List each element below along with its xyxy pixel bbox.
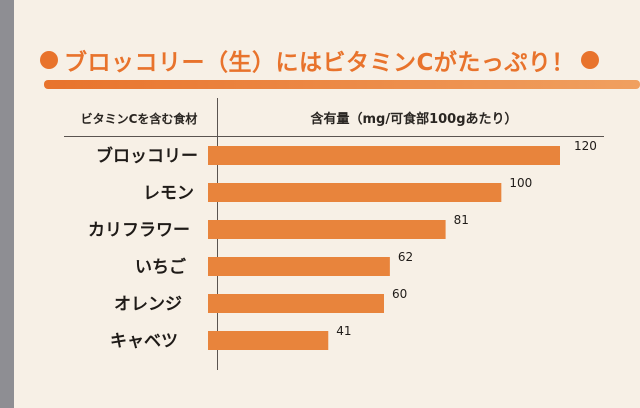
value-label: 100 — [509, 176, 532, 190]
bar — [208, 146, 560, 165]
title-underline — [44, 80, 640, 89]
category-label: カリフラワー — [88, 221, 190, 241]
category-label: オレンジ — [114, 295, 182, 315]
category-label: キャベツ — [110, 332, 178, 352]
value-label: 41 — [336, 324, 351, 338]
headline: ブロッコリー（生）にはビタミンCがたっぷり！ — [40, 38, 640, 82]
bar — [208, 183, 502, 202]
value-label: 60 — [392, 287, 407, 301]
value-label: 120 — [574, 139, 597, 153]
value-column-header: 含有量（mg/可食部100gあたり） — [310, 112, 518, 127]
category-label: いちご — [135, 257, 187, 278]
header-separator — [64, 136, 604, 137]
value-label: 62 — [398, 250, 413, 264]
category-column-header: ビタミンCを含む食材 — [80, 112, 198, 126]
bar — [208, 257, 390, 276]
bar — [208, 331, 329, 350]
bullet-dot-left — [40, 51, 58, 69]
category-label: ブロッコリー — [96, 146, 198, 167]
bullet-dot-right — [580, 51, 599, 69]
chart-title: ブロッコリー（生）にはビタミンCがたっぷり！ — [64, 50, 575, 76]
value-label: 81 — [454, 213, 469, 227]
category-label: レモン — [143, 184, 194, 204]
bar — [208, 294, 384, 313]
bar — [208, 220, 446, 239]
